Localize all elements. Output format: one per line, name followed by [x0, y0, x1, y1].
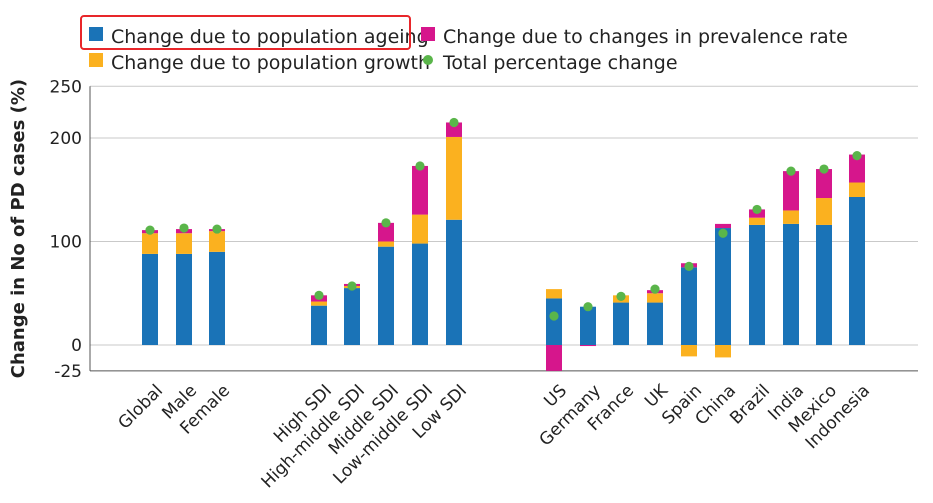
legend-marker-total: [423, 55, 433, 65]
total-dot-mexico: [819, 164, 829, 174]
total-dot-spain: [684, 261, 694, 271]
bar-ageing-uk: [647, 302, 663, 345]
y-tick-label-0: 0: [71, 336, 82, 356]
bar-growth-male: [176, 233, 192, 254]
bar-ageing-spain: [681, 267, 697, 345]
bar-prevalence-india: [783, 171, 799, 211]
total-dot-uk: [650, 284, 660, 294]
bar-ageing-germany: [580, 306, 596, 345]
total-dot-germany: [583, 302, 593, 312]
y-axis-label: Change in No of PD cases (%): [8, 79, 29, 378]
total-dot-france: [616, 291, 626, 301]
bar-growth-mexico: [816, 198, 832, 225]
bar-growth-us: [546, 289, 562, 299]
y-tick-label-25: -25: [54, 362, 82, 382]
bar-growth-spain: [681, 345, 697, 357]
legend-highlight-box: [80, 15, 411, 50]
bar-growth-china: [715, 345, 731, 358]
bar-prevalence-us: [546, 345, 562, 371]
bar-growth-low-middle-sdi: [412, 214, 428, 244]
bar-ageing-us: [546, 298, 562, 345]
bar-prevalence-low-middle-sdi: [412, 165, 428, 215]
bar-ageing-global: [142, 253, 158, 345]
total-dot-global: [145, 225, 155, 235]
bar-prevalence-middle-sdi: [378, 222, 394, 242]
total-dot-china: [718, 228, 728, 238]
legend-label-prevalence: Change due to changes in prevalence rate: [443, 26, 848, 48]
bar-growth-low-sdi: [446, 136, 462, 220]
total-dot-low-middle-sdi: [415, 161, 425, 171]
bar-prevalence-germany: [580, 345, 596, 347]
legend-label-ageing: Change due to population ageing: [111, 26, 429, 48]
total-dot-high-middle-sdi: [347, 281, 357, 291]
bar-ageing-low-sdi: [446, 219, 462, 345]
y-tick-label-100: 100: [50, 233, 82, 253]
bar-growth-indonesia: [849, 182, 865, 197]
x-tick-label-global: Global: [115, 381, 167, 433]
bar-growth-female: [209, 231, 225, 252]
legend-swatch-ageing: [89, 27, 103, 41]
bar-ageing-brazil: [749, 224, 765, 345]
bar-ageing-female: [209, 251, 225, 345]
total-dot-high-sdi: [314, 290, 324, 300]
bar-prevalence-low-sdi: [446, 122, 462, 137]
legend-swatch-growth: [89, 53, 103, 67]
bar-growth-brazil: [749, 217, 765, 225]
legend-swatch-prevalence: [421, 27, 435, 41]
bar-ageing-high-middle-sdi: [344, 288, 360, 345]
legend-label-total: Total percentage change: [442, 52, 678, 74]
total-dot-india: [786, 166, 796, 176]
total-dot-us: [549, 311, 559, 321]
bar-growth-india: [783, 210, 799, 224]
bar-ageing-india: [783, 223, 799, 345]
total-dot-low-sdi: [449, 117, 459, 128]
bar-ageing-male: [176, 253, 192, 345]
bar-prevalence-mexico: [816, 169, 832, 199]
bar-ageing-france: [613, 302, 629, 345]
bar-ageing-middle-sdi: [378, 246, 394, 345]
bar-ageing-high-sdi: [311, 305, 327, 345]
bar-ageing-mexico: [816, 224, 832, 345]
bar-growth-global: [142, 233, 158, 254]
y-tick-label-200: 200: [50, 129, 82, 149]
bar-growth-uk: [647, 293, 663, 303]
total-dot-female: [212, 224, 222, 234]
total-dot-middle-sdi: [381, 218, 391, 228]
x-tick-label-brazil: Brazil: [726, 381, 774, 429]
bar-prevalence-china: [715, 223, 731, 229]
bar-ageing-indonesia: [849, 196, 865, 345]
total-dot-male: [179, 223, 189, 233]
total-dot-brazil: [752, 204, 762, 215]
y-tick-label-250: 250: [50, 77, 82, 97]
legend-label-growth: Change due to population growth: [111, 52, 430, 74]
bar-prevalence-indonesia: [849, 154, 865, 183]
total-dot-indonesia: [852, 150, 862, 161]
bar-ageing-low-middle-sdi: [412, 243, 428, 345]
bar-growth-high-sdi: [311, 301, 327, 306]
bar-growth-middle-sdi: [378, 241, 394, 247]
bar-ageing-china: [715, 228, 731, 345]
